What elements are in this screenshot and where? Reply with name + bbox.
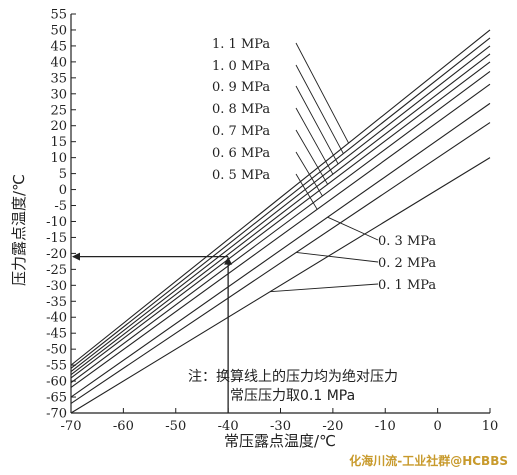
leader-0-5-mpa [295, 173, 318, 210]
y-tick-label: -40 [46, 311, 67, 326]
y-tick-label: -35 [46, 295, 67, 310]
y-tick-label: -65 [46, 391, 67, 406]
leader-0-2-mpa [296, 251, 379, 263]
x-axis-label: 常压露点温度/℃ [224, 432, 336, 450]
y-tick-label: 25 [50, 103, 67, 118]
line-0-9-mpa [70, 45, 491, 372]
label-0-6-mpa: 0. 6 MPa [212, 146, 270, 161]
label-0-7-mpa: 0. 7 MPa [212, 124, 270, 139]
line-0-7-mpa [70, 61, 491, 379]
label-0-3-mpa: 0. 3 MPa [378, 234, 436, 249]
x-tick-label: -60 [113, 419, 134, 434]
y-tick-label: -10 [46, 215, 67, 230]
y-tick-label: 0 [59, 183, 67, 198]
y-tick-label: 30 [50, 87, 67, 102]
x-tick-label: -50 [165, 419, 186, 434]
y-tick-label: 35 [50, 71, 67, 86]
leader-0-1-mpa [269, 283, 379, 293]
y-tick-label: 50 [50, 23, 67, 38]
y-tick-label: -5 [54, 199, 67, 214]
y-axis-label: 压力露点温度/℃ [10, 174, 28, 286]
watermark: 化海川流-工业社群@HCBBS [349, 453, 508, 468]
x-tick-label: -40 [218, 419, 239, 434]
y-tick-label: -20 [46, 247, 67, 262]
leader-0-7-mpa [295, 129, 329, 185]
leader-0-3-mpa [327, 216, 379, 241]
label-0-9-mpa: 0. 9 MPa [212, 80, 270, 95]
x-tick-label: -30 [270, 419, 291, 434]
guide-up-arrow [224, 256, 233, 265]
conversion-lines [70, 29, 491, 414]
annotation-line-1: 注：换算线上的压力均为绝对压力 [188, 368, 398, 385]
y-tick-label: -70 [46, 407, 67, 422]
y-tick-label: 20 [50, 119, 67, 134]
y-tick-label: -60 [46, 375, 67, 390]
pressure-labels: 0. 1 MPa 0. 2 MPa 0. 3 MPa 0. 5 MPa 0. 6 MPa… [212, 37, 436, 293]
y-tick-label: -45 [46, 327, 67, 342]
axes [70, 13, 491, 414]
y-tick-label: 10 [50, 151, 67, 166]
x-tick-label: -70 [61, 419, 82, 434]
leader-0-9-mpa [295, 85, 339, 165]
leader-1-1-mpa [295, 42, 349, 144]
leader-0-8-mpa [295, 107, 334, 175]
guide-lines [72, 252, 233, 413]
y-tick-label: 15 [50, 135, 67, 150]
y-tick-label: 5 [59, 167, 67, 182]
label-1-1-mpa: 1. 1 MPa [212, 37, 270, 52]
label-0-5-mpa: 0. 5 MPa [212, 168, 270, 183]
label-0-8-mpa: 0. 8 MPa [212, 102, 270, 117]
line-1-1-mpa [70, 29, 491, 366]
line-0-3-mpa [70, 102, 491, 398]
label-leader-lines [269, 42, 379, 293]
y-tick-label: -55 [46, 359, 67, 374]
x-tick-label: -20 [322, 419, 343, 434]
y-tick-label: -50 [46, 343, 67, 358]
label-0-1-mpa: 0. 1 MPa [378, 278, 436, 293]
x-tick-label: -10 [375, 419, 396, 434]
x-tick-label: 10 [482, 419, 499, 434]
x-tick-label: 0 [433, 419, 441, 434]
line-0-5-mpa [70, 83, 491, 388]
line-0-8-mpa [70, 53, 491, 376]
y-tick-label: 55 [50, 8, 67, 23]
y-tick-label: -25 [46, 263, 67, 278]
line-0-1-mpa [70, 157, 491, 414]
leader-0-6-mpa [295, 151, 323, 197]
tick-labels: -70 -60 -50 -40 -30 -20 -10 0 10-70-65-60-55-50-… [46, 8, 498, 435]
label-1-0-mpa: 1. 0 MPa [212, 59, 270, 74]
line-0-2-mpa [70, 122, 491, 404]
y-tick-label: -30 [46, 279, 67, 294]
y-tick-label: 45 [50, 39, 67, 54]
line-0-6-mpa [70, 71, 491, 384]
label-0-2-mpa: 0. 2 MPa [378, 256, 436, 271]
line-1-0-mpa [70, 37, 491, 369]
annotation-line-2: 常压压力取0.1 MPa [230, 388, 355, 404]
y-tick-label: 40 [50, 55, 67, 70]
leader-1-0-mpa [295, 64, 344, 154]
y-tick-label: -15 [46, 231, 67, 246]
